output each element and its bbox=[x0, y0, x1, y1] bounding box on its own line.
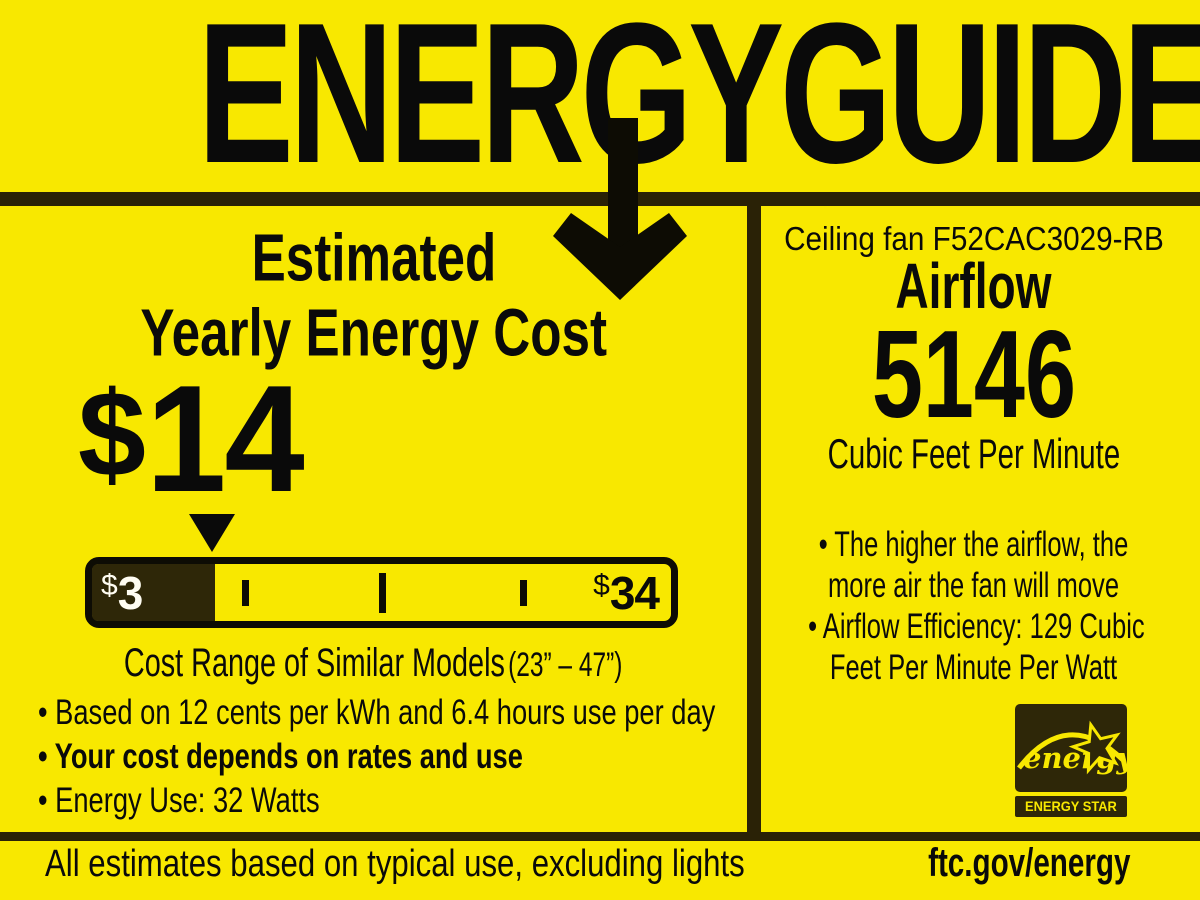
page-title-text: ENERGYGUIDE bbox=[197, 0, 1200, 205]
airflow-value: 5146 bbox=[747, 313, 1200, 437]
divider-vertical-rule bbox=[747, 192, 761, 832]
page-title: ENERGYGUIDE bbox=[0, 0, 1200, 194]
yearly-energy-cost-heading: Yearly Energy Cost bbox=[0, 294, 747, 371]
airflow-unit: Cubic Feet Per Minute bbox=[747, 433, 1200, 475]
cost-range-caption-range: (23” – 47”) bbox=[508, 646, 623, 684]
bullet-cost-depends: Your cost depends on rates and use bbox=[38, 739, 715, 774]
airflow-heading: Airflow bbox=[747, 254, 1200, 318]
estimated-heading-text: Estimated bbox=[251, 219, 496, 296]
cost-range-caption: Cost Range of Similar Models (23” – 47”) bbox=[0, 641, 747, 686]
scale-tick bbox=[520, 580, 527, 606]
energy-star-emblem: energy bbox=[1015, 704, 1127, 792]
energy-star-emblem-graphic: energy bbox=[1017, 720, 1127, 775]
product-model-line: Ceiling fan F52CAC3029-RB bbox=[747, 222, 1200, 255]
bullet-higher-airflow-line2: more air the fan will move bbox=[827, 566, 1120, 605]
right-bullet-list: The higher the airflow, the more air the… bbox=[747, 524, 1200, 688]
cost-range-caption-main: Cost Range of Similar Models bbox=[124, 641, 506, 685]
airflow-unit-text: Cubic Feet Per Minute bbox=[827, 430, 1120, 477]
cost-marker-triangle-icon bbox=[189, 514, 235, 552]
scale-min-currency: $ bbox=[101, 568, 118, 602]
divider-top-rule bbox=[0, 192, 1200, 206]
energy-star-wordmark-text: ENERGY STAR bbox=[1025, 798, 1117, 814]
bullet-energy-use: Energy Use: 32 Watts bbox=[38, 783, 715, 818]
scale-tick bbox=[242, 580, 249, 606]
product-model-text: Ceiling fan F52CAC3029-RB bbox=[783, 220, 1164, 257]
energy-star-logo: energy ENERGY STAR bbox=[1015, 704, 1127, 817]
footer-url: ftc.gov/energy bbox=[857, 841, 1130, 886]
scale-tick-major bbox=[379, 573, 386, 613]
scale-min-value: 3 bbox=[117, 566, 144, 619]
scale-max-label: $34 bbox=[593, 566, 660, 619]
footer-url-text: ftc.gov/energy bbox=[927, 841, 1130, 885]
star-icon bbox=[1068, 720, 1121, 775]
bullet-efficiency-line1: Airflow Efficiency: 129 Cubic bbox=[808, 606, 1145, 647]
yearly-energy-cost-text: Yearly Energy Cost bbox=[140, 294, 607, 371]
estimated-heading: Estimated bbox=[0, 219, 747, 296]
scale-min-label: $3 bbox=[101, 566, 144, 619]
left-bullet-list: Based on 12 cents per kWh and 6.4 hours … bbox=[38, 695, 906, 827]
cost-range-fill bbox=[92, 564, 215, 621]
footer-note-text: All estimates based on typical use, excl… bbox=[45, 843, 745, 885]
energy-star-arc-icon bbox=[1017, 732, 1125, 770]
bullet-higher-airflow-line1: The higher the airflow, the bbox=[808, 524, 1139, 565]
cost-range-caption-inner: Cost Range of Similar Models (23” – 47”) bbox=[124, 641, 622, 686]
footer-note: All estimates based on typical use, excl… bbox=[45, 843, 898, 886]
bullet-efficiency-line2: Feet Per Minute Per Watt bbox=[829, 648, 1118, 687]
airflow-value-text: 5146 bbox=[871, 306, 1076, 444]
divider-bottom-rule bbox=[0, 832, 1200, 841]
airflow-heading-text: Airflow bbox=[895, 250, 1052, 322]
cost-value: 14 bbox=[145, 354, 305, 524]
scale-max-currency: $ bbox=[593, 568, 610, 602]
cost-currency-symbol: $ bbox=[78, 366, 146, 502]
bullet-rate-assumption: Based on 12 cents per kWh and 6.4 hours … bbox=[38, 695, 715, 730]
scale-max-value: 34 bbox=[609, 566, 660, 619]
cost-range-bar: $3 $34 bbox=[85, 557, 678, 628]
energy-star-wordmark: ENERGY STAR bbox=[1015, 796, 1127, 817]
estimated-cost: $ 14 bbox=[78, 363, 311, 515]
